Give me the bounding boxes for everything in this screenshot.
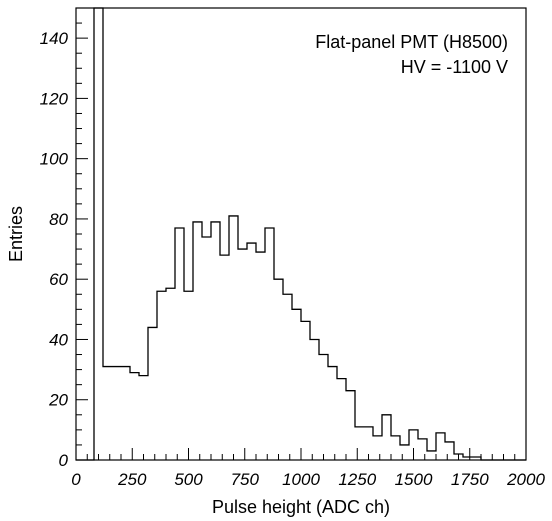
histogram-bin <box>445 442 454 460</box>
histogram-bin <box>130 373 139 460</box>
y-tick-label: 140 <box>40 29 69 48</box>
x-axis-ticks: 0 250 500 750 1000 1250 1500 1750 2000 <box>71 448 545 489</box>
histogram-bin <box>310 339 319 460</box>
y-tick-label: 120 <box>40 89 69 108</box>
histogram-bin <box>346 391 355 460</box>
histogram-bin <box>337 379 346 460</box>
y-tick-label: 80 <box>49 210 68 229</box>
histogram-bin <box>121 367 130 460</box>
y-tick-label: 100 <box>40 150 69 169</box>
x-tick-label: 0 <box>71 470 81 489</box>
x-tick-label: 500 <box>174 470 203 489</box>
histogram-bin <box>355 427 364 460</box>
y-tick-label: 0 <box>59 451 69 470</box>
histogram-bin <box>211 222 220 460</box>
histogram-bin <box>319 355 328 460</box>
x-tick-label: 1000 <box>282 470 320 489</box>
histogram-bin <box>283 294 292 460</box>
histogram-bin <box>301 321 310 460</box>
x-tick-label: 750 <box>231 470 260 489</box>
x-axis-title: Pulse height (ADC ch) <box>212 497 390 517</box>
histogram-bin <box>247 243 256 460</box>
histogram-bin <box>400 445 409 460</box>
histogram-bin <box>112 367 121 460</box>
histogram-bin <box>265 228 274 460</box>
histogram-series <box>76 7 526 461</box>
histogram-bin <box>166 288 175 460</box>
histogram-bin <box>391 436 400 460</box>
histogram-bin <box>382 415 391 460</box>
y-tick-label: 40 <box>49 330 68 349</box>
histogram-bin <box>157 291 166 460</box>
annotation-hv: HV = -1100 V <box>401 57 508 77</box>
histogram-bin <box>292 309 301 460</box>
histogram-bin <box>418 439 427 460</box>
x-tick-label: 2000 <box>506 470 545 489</box>
y-axis-ticks: 0 20 40 60 80 100 120 140 <box>40 7 88 470</box>
histogram-bin <box>148 327 157 460</box>
y-tick-label: 20 <box>48 391 68 410</box>
x-tick-label: 1750 <box>451 470 489 489</box>
histogram-bin <box>184 291 193 460</box>
x-tick-label: 250 <box>117 470 147 489</box>
histogram-bin <box>373 436 382 460</box>
histogram-bin <box>274 279 283 460</box>
histogram-bin <box>238 249 247 460</box>
histogram-bin <box>202 237 211 460</box>
histogram-bin <box>229 216 238 460</box>
histogram-bin <box>436 433 445 460</box>
annotation-title: Flat-panel PMT (H8500) <box>315 32 508 52</box>
x-tick-label: 1500 <box>395 470 433 489</box>
y-tick-label: 60 <box>49 270 68 289</box>
histogram-bin <box>103 367 112 460</box>
histogram-bin <box>94 8 103 460</box>
histogram-bin <box>220 255 229 460</box>
histogram-bin <box>256 252 265 460</box>
histogram-bin <box>328 367 337 460</box>
histogram-bin <box>193 222 202 460</box>
x-tick-label: 1250 <box>338 470 376 489</box>
histogram-bin <box>175 228 184 460</box>
y-axis-title: Entries <box>6 206 26 262</box>
histogram-bin <box>139 376 148 460</box>
histogram-bin <box>427 451 436 460</box>
